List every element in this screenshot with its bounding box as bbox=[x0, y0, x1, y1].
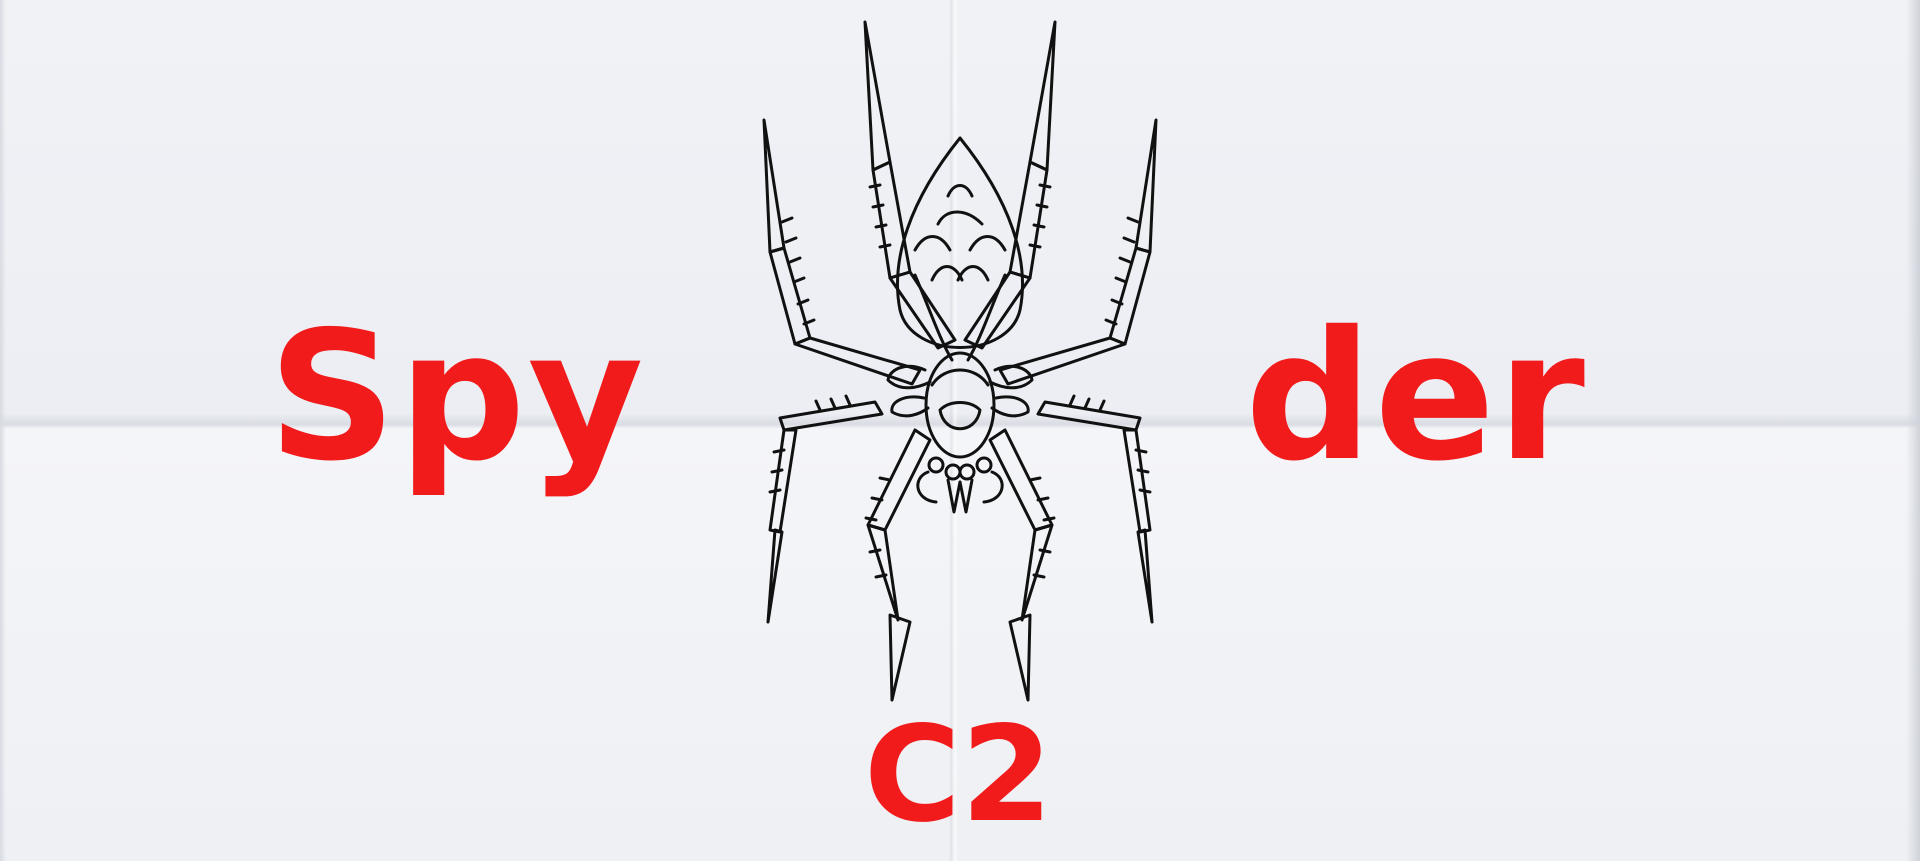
paper-right-edge bbox=[1906, 0, 1920, 861]
logo-word-right: der bbox=[1245, 293, 1587, 500]
paper-left-edge bbox=[0, 0, 6, 861]
logo-word-bottom: C2 bbox=[864, 698, 1053, 852]
spider-icon bbox=[762, 20, 1158, 702]
logo-word-left: Spy bbox=[268, 293, 646, 500]
